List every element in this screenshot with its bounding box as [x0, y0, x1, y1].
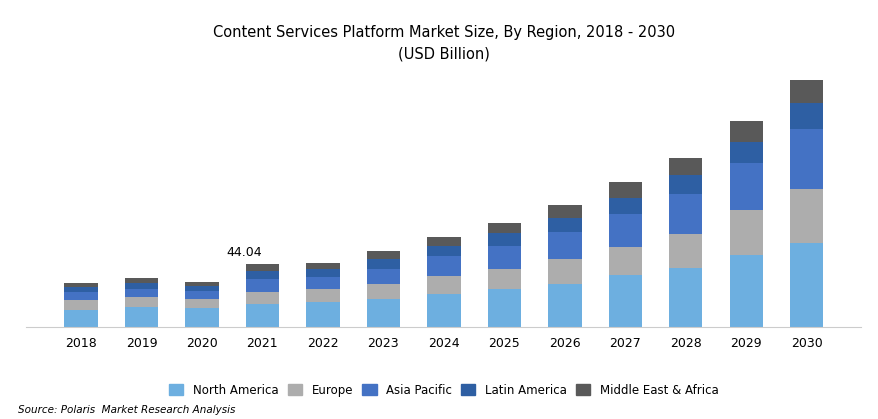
Bar — [366, 284, 399, 299]
Bar — [608, 214, 641, 247]
Bar — [306, 269, 339, 277]
Bar — [668, 268, 702, 327]
Bar — [64, 283, 97, 287]
Bar — [246, 304, 278, 327]
Bar — [548, 284, 581, 327]
Bar — [548, 205, 581, 217]
Bar — [427, 246, 460, 256]
Bar — [668, 158, 702, 175]
Bar — [608, 182, 641, 197]
Bar — [366, 269, 399, 284]
Bar — [125, 278, 158, 283]
Bar — [64, 287, 97, 292]
Bar — [668, 234, 702, 268]
Title: Content Services Platform Market Size, By Region, 2018 - 2030
(USD Billion): Content Services Platform Market Size, B… — [212, 25, 674, 62]
Bar — [487, 233, 521, 246]
Bar — [789, 129, 823, 189]
Bar — [729, 255, 762, 327]
Bar — [427, 276, 460, 295]
Bar — [427, 237, 460, 246]
Bar — [668, 194, 702, 234]
Bar — [608, 275, 641, 327]
Bar — [487, 222, 521, 233]
Bar — [487, 290, 521, 327]
Bar — [64, 300, 97, 310]
Bar — [185, 308, 219, 327]
Bar — [246, 292, 278, 304]
Bar — [306, 263, 339, 269]
Bar — [487, 246, 521, 269]
Bar — [789, 243, 823, 327]
Bar — [729, 122, 762, 142]
Bar — [306, 289, 339, 302]
Bar — [608, 197, 641, 214]
Bar — [125, 289, 158, 297]
Legend: North America, Europe, Asia Pacific, Latin America, Middle East & Africa: North America, Europe, Asia Pacific, Lat… — [164, 379, 723, 401]
Bar — [366, 299, 399, 327]
Bar — [789, 80, 823, 103]
Bar — [306, 302, 339, 327]
Bar — [246, 264, 278, 271]
Bar — [548, 232, 581, 259]
Bar — [185, 286, 219, 291]
Bar — [729, 210, 762, 255]
Bar — [548, 259, 581, 284]
Bar — [789, 103, 823, 129]
Bar — [185, 282, 219, 286]
Bar — [668, 175, 702, 194]
Bar — [125, 297, 158, 308]
Bar — [427, 295, 460, 327]
Bar — [366, 251, 399, 259]
Bar — [789, 189, 823, 243]
Bar — [548, 217, 581, 232]
Bar — [306, 277, 339, 289]
Bar — [729, 142, 762, 163]
Text: 44.04: 44.04 — [226, 246, 262, 259]
Bar — [125, 308, 158, 327]
Bar — [608, 247, 641, 275]
Bar — [427, 256, 460, 276]
Bar — [487, 269, 521, 290]
Bar — [125, 283, 158, 289]
Bar — [729, 163, 762, 210]
Bar — [366, 259, 399, 269]
Bar — [64, 292, 97, 300]
Bar — [185, 291, 219, 299]
Text: Source: Polaris  Market Research Analysis: Source: Polaris Market Research Analysis — [18, 405, 234, 415]
Bar — [185, 299, 219, 308]
Bar — [246, 279, 278, 292]
Bar — [246, 271, 278, 279]
Bar — [64, 310, 97, 327]
